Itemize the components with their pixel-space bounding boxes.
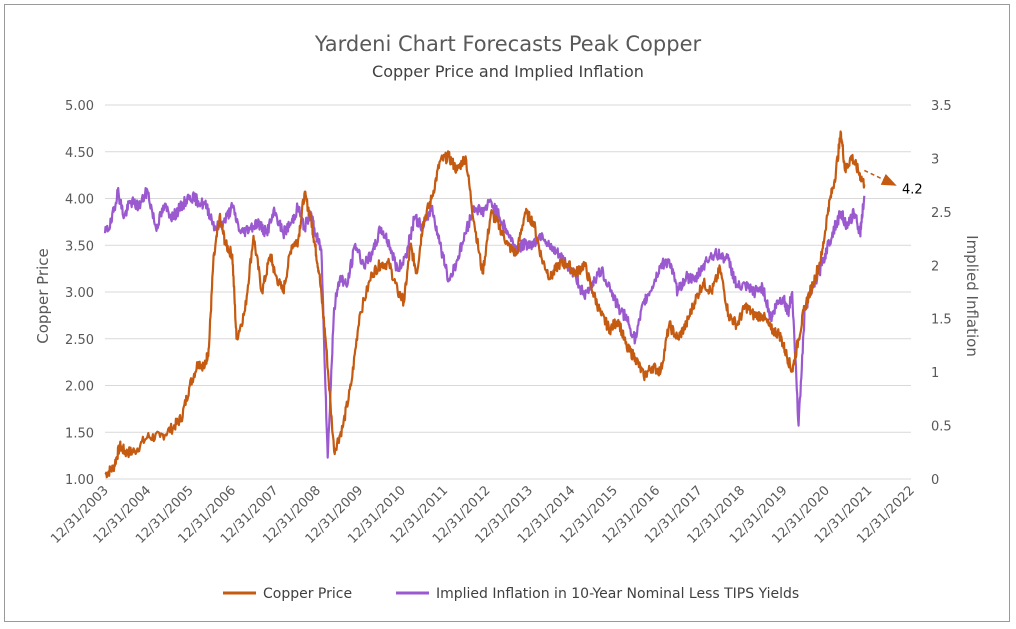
- chart-subtitle: Copper Price and Implied Inflation: [372, 62, 644, 81]
- legend-label-copper-price: Copper Price: [263, 586, 352, 602]
- legend-label-implied-inflation: Implied Inflation in 10-Year Nominal Les…: [436, 586, 799, 602]
- left-tick-label: 4.50: [65, 146, 94, 161]
- left-tick-label: 1.50: [65, 426, 94, 441]
- left-axis-title: Copper Price: [34, 248, 52, 343]
- right-tick-label: 1: [931, 366, 939, 381]
- right-axis-title: Implied Inflation: [963, 235, 981, 357]
- legend: Copper Price Implied Inflation in 10-Yea…: [223, 586, 799, 602]
- left-tick-label: 2.50: [65, 333, 94, 348]
- right-tick-label: 3: [931, 152, 939, 167]
- x-axis-ticks: 12/31/200312/31/200412/31/200512/31/2006…: [48, 483, 918, 547]
- right-tick-label: 1.5: [931, 313, 952, 328]
- right-axis-ticks: 0 0.5 1 1.5 2 2.5 3 3.5: [931, 99, 952, 488]
- left-tick-label: 4.00: [65, 193, 94, 208]
- chart-frame: Yardeni Chart Forecasts Peak Copper Copp…: [4, 4, 1010, 622]
- right-tick-label: 2: [931, 259, 939, 274]
- left-axis-ticks: 1.00 1.50 2.00 2.50 3.00 3.50 4.00 4.50 5.00: [65, 99, 94, 488]
- left-tick-label: 2.00: [65, 380, 94, 395]
- right-tick-label: 2.5: [931, 206, 952, 221]
- left-tick-label: 3.00: [65, 286, 94, 301]
- annotation-arrow: [864, 169, 897, 186]
- left-tick-label: 5.00: [65, 99, 94, 114]
- annotation-label: 4.2: [902, 182, 923, 197]
- right-tick-label: 0.5: [931, 420, 952, 435]
- right-tick-label: 0: [931, 473, 939, 488]
- chart-svg: Yardeni Chart Forecasts Peak Copper Copp…: [34, 32, 981, 602]
- series-line-copper-price: [104, 130, 866, 479]
- chart-title: Yardeni Chart Forecasts Peak Copper: [314, 32, 702, 56]
- series-line-implied-inflation: [103, 186, 866, 459]
- right-tick-label: 3.5: [931, 99, 952, 114]
- left-tick-label: 1.00: [65, 473, 94, 488]
- gridlines: [105, 104, 911, 480]
- left-tick-label: 3.50: [65, 239, 94, 254]
